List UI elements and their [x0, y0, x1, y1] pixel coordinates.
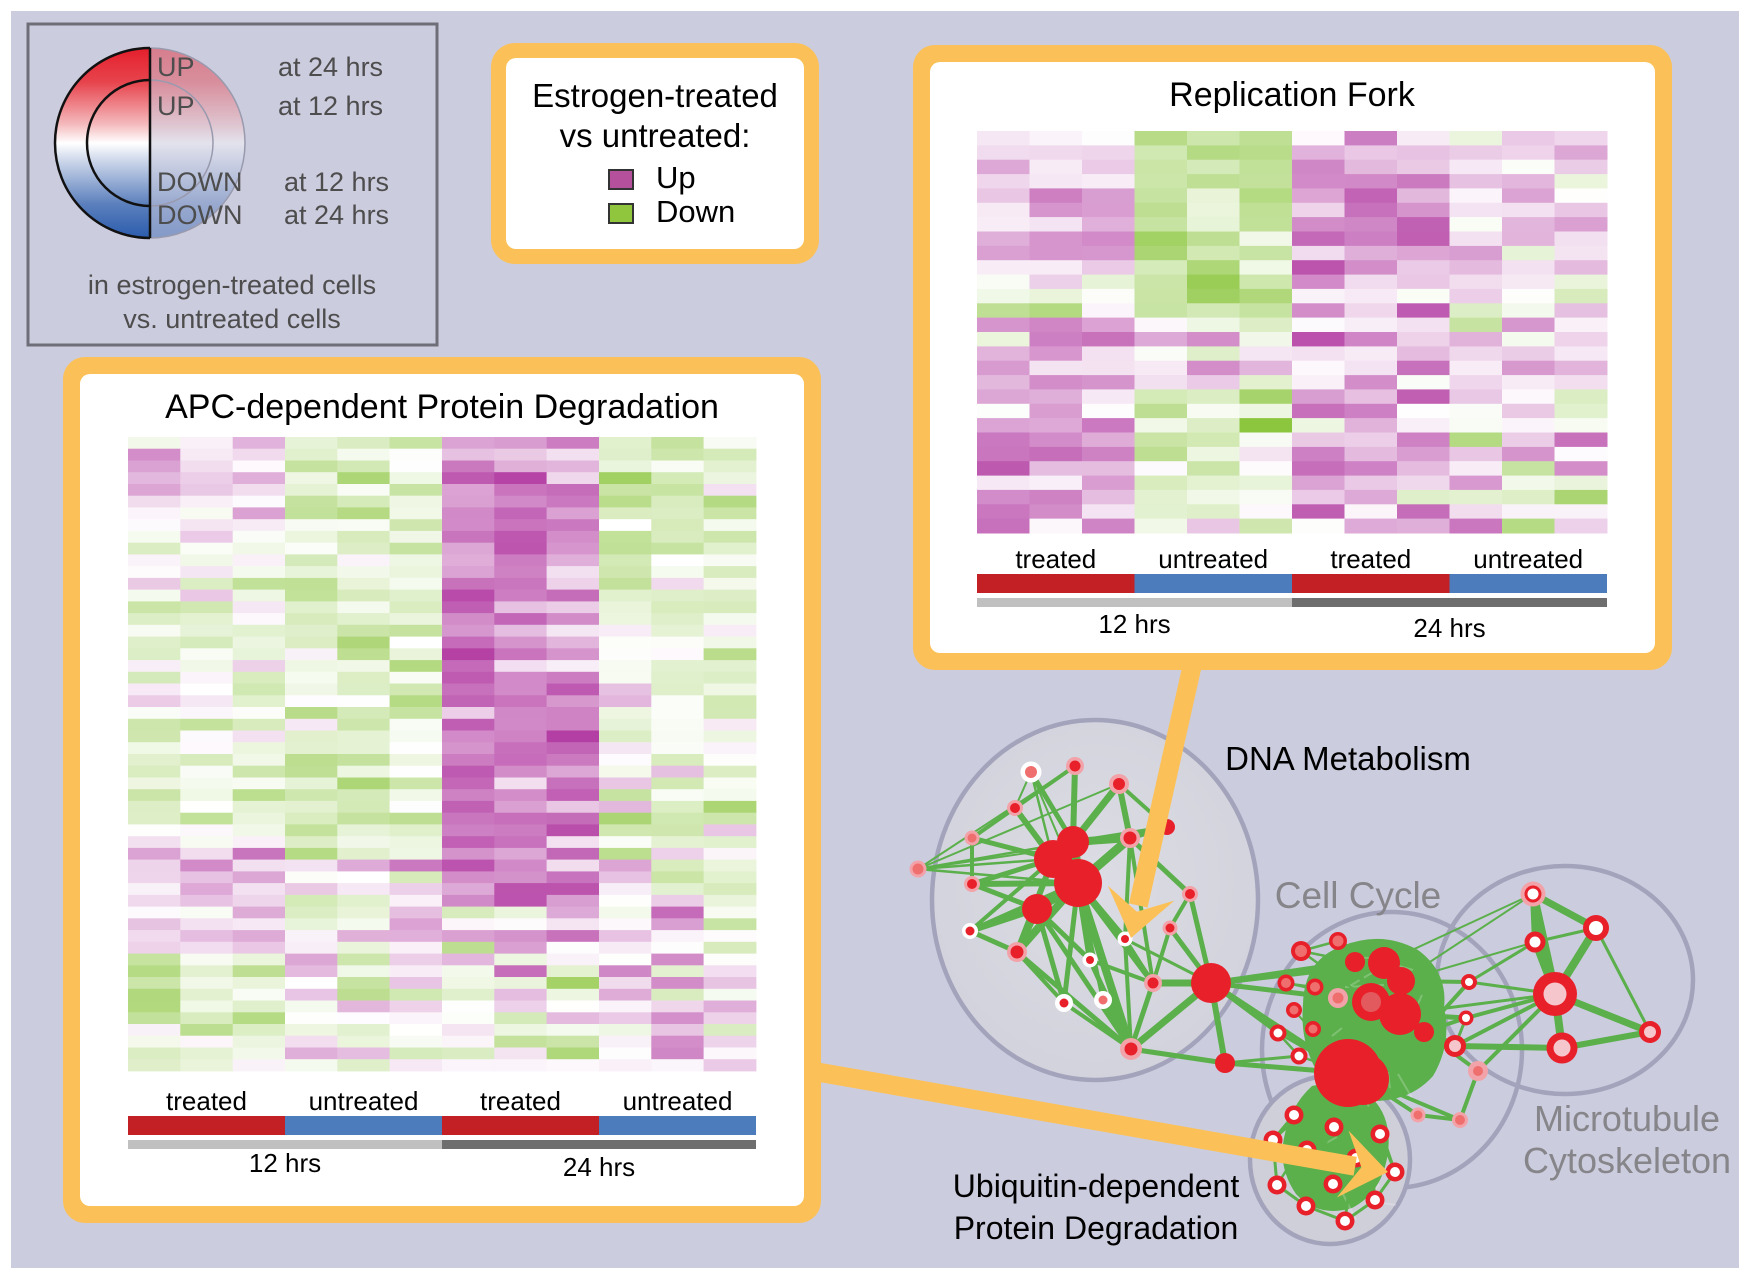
svg-text:UP: UP: [157, 91, 195, 121]
svg-text:APC-dependent Protein Degradat: APC-dependent Protein Degradation: [165, 388, 719, 426]
svg-text:Ubiquitin-dependent: Ubiquitin-dependent: [953, 1168, 1240, 1204]
svg-text:Estrogen-treated: Estrogen-treated: [532, 77, 778, 114]
svg-text:24 hrs: 24 hrs: [1413, 613, 1485, 643]
svg-text:treated: treated: [1330, 544, 1411, 574]
svg-text:12 hrs: 12 hrs: [1098, 609, 1170, 639]
svg-text:at 12 hrs: at 12 hrs: [284, 167, 389, 197]
svg-text:treated: treated: [1015, 544, 1096, 574]
svg-text:Microtubule: Microtubule: [1534, 1098, 1720, 1139]
svg-text:at 24 hrs: at 24 hrs: [284, 200, 389, 230]
svg-text:treated: treated: [166, 1086, 247, 1116]
svg-text:UP: UP: [157, 52, 195, 82]
svg-text:vs untreated:: vs untreated:: [560, 117, 751, 154]
svg-text:untreated: untreated: [1473, 544, 1583, 574]
svg-text:untreated: untreated: [1158, 544, 1268, 574]
svg-text:Replication Fork: Replication Fork: [1169, 76, 1416, 114]
svg-text:12 hrs: 12 hrs: [249, 1148, 321, 1178]
svg-text:untreated: untreated: [623, 1086, 733, 1116]
svg-text:24 hrs: 24 hrs: [563, 1152, 635, 1182]
svg-text:DOWN: DOWN: [157, 200, 242, 230]
svg-text:Cytoskeleton: Cytoskeleton: [1523, 1140, 1731, 1181]
svg-text:DOWN: DOWN: [157, 167, 242, 197]
svg-text:DNA Metabolism: DNA Metabolism: [1225, 740, 1471, 777]
svg-text:at 12 hrs: at 12 hrs: [278, 91, 383, 121]
svg-text:vs. untreated cells: vs. untreated cells: [123, 304, 341, 334]
svg-text:treated: treated: [480, 1086, 561, 1116]
svg-text:Protein Degradation: Protein Degradation: [954, 1210, 1239, 1246]
svg-text:Cell Cycle: Cell Cycle: [1275, 875, 1442, 916]
svg-text:untreated: untreated: [309, 1086, 419, 1116]
svg-text:in estrogen-treated cells: in estrogen-treated cells: [88, 270, 376, 300]
svg-text:at 24 hrs: at 24 hrs: [278, 52, 383, 82]
svg-text:Down: Down: [656, 194, 735, 229]
svg-text:Up: Up: [656, 160, 696, 195]
